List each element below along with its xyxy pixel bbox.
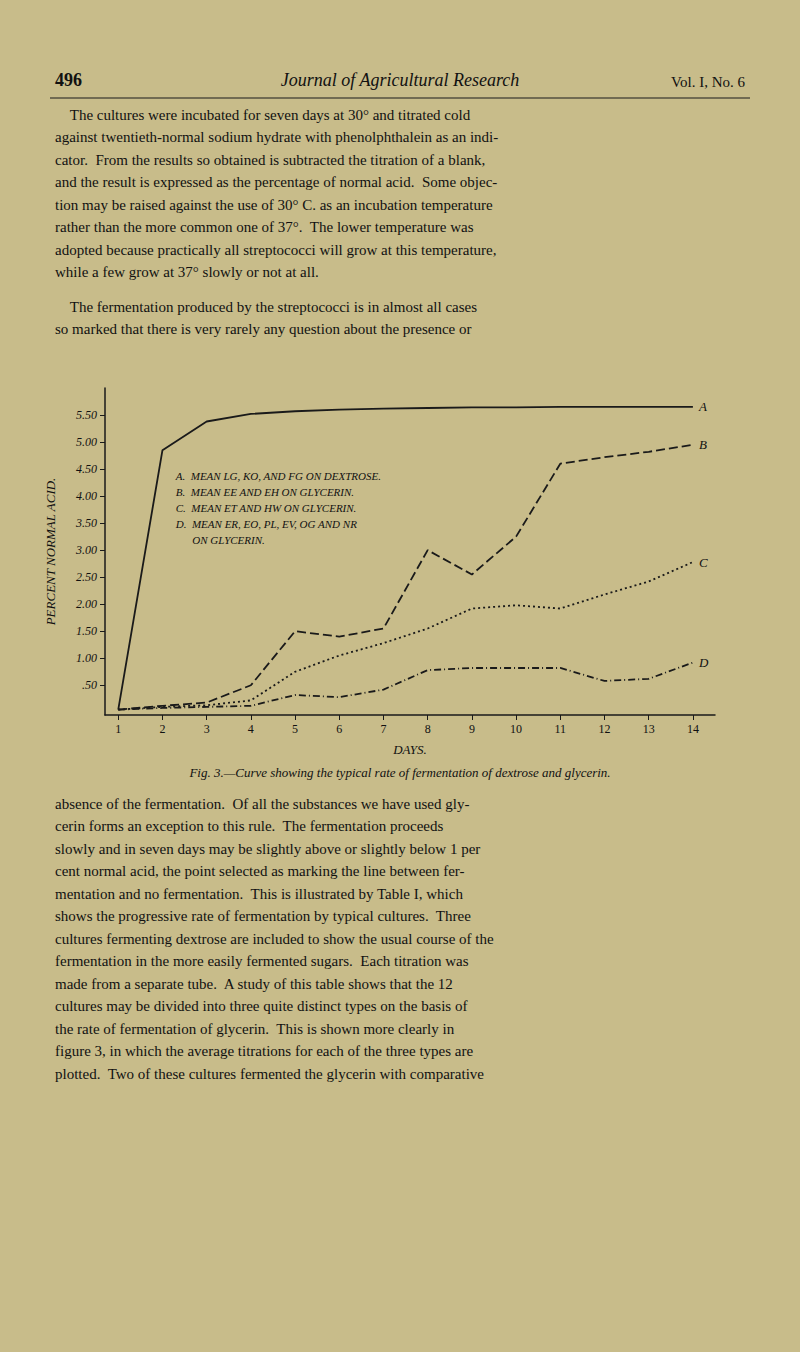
svg-text:PERCENT NORMAL ACID.: PERCENT NORMAL ACID. [43,478,58,627]
svg-text:10: 10 [510,722,522,736]
svg-text:mentation and no fermentation.: mentation and no fermentation. This is i… [55,886,463,902]
svg-text:so marked that there is very r: so marked that there is very rarely any … [55,321,472,337]
svg-text:1.00: 1.00 [76,651,97,665]
svg-text:slowly and in seven days may b: slowly and in seven days may be slightly… [55,841,480,857]
svg-text:rather than the more common on: rather than the more common one of 37°. … [55,219,474,235]
svg-text:The fermentation produced by t: The fermentation produced by the strepto… [55,299,477,315]
svg-text:2.50: 2.50 [76,570,97,584]
svg-text:7: 7 [380,722,386,736]
svg-text:2: 2 [159,722,165,736]
svg-text:Fig. 3.—Curve showing the typi: Fig. 3.—Curve showing the typical rate o… [188,765,610,780]
svg-text:A. MEAN LG, KO, AND FG ON DEX: A. MEAN LG, KO, AND FG ON DEXTROSE. [175,470,381,482]
svg-text:against twentieth-normal sodiu: against twentieth-normal sodium hydrate … [55,129,498,145]
svg-text:cultures may be divided into t: cultures may be divided into three quite… [55,998,467,1014]
svg-text:and the result is expressed as: and the result is expressed as the perce… [55,174,497,190]
svg-text:5.50: 5.50 [76,408,97,422]
svg-text:cator. From the results so ob: cator. From the results so obtained is s… [55,152,485,168]
svg-text:while a few grow at 37° slowly: while a few grow at 37° slowly or not at… [55,264,319,280]
svg-text:3.50: 3.50 [75,516,97,530]
svg-text:The cultures were incubated fo: The cultures were incubated for seven da… [55,107,471,123]
svg-text:4.00: 4.00 [76,489,97,503]
svg-text:11: 11 [555,722,567,736]
svg-text:cultures fermenting dextrose a: cultures fermenting dextrose are include… [55,931,494,947]
svg-text:Vol. I, No. 6: Vol. I, No. 6 [671,74,745,90]
svg-text:3.00: 3.00 [75,543,97,557]
svg-text:6: 6 [336,722,342,736]
svg-text:D: D [698,655,709,670]
svg-text:8: 8 [425,722,431,736]
svg-text:5: 5 [292,722,298,736]
svg-text:496: 496 [55,70,82,90]
svg-text:1: 1 [115,722,121,736]
svg-text:cent normal acid, the point se: cent normal acid, the point selected as … [55,863,465,879]
svg-text:A: A [698,399,707,414]
svg-text:.50: .50 [82,678,97,692]
svg-text:C. MEAN ET AND HW ON GLYCERIN: C. MEAN ET AND HW ON GLYCERIN. [176,502,357,514]
svg-text:ON GLYCERIN.: ON GLYCERIN. [176,534,265,546]
svg-text:tion may be raised against the: tion may be raised against the use of 30… [55,197,493,213]
svg-text:1.50: 1.50 [76,624,97,638]
svg-text:fermentation in the more easil: fermentation in the more easily fermente… [55,953,469,969]
svg-text:2.00: 2.00 [76,597,97,611]
svg-text:adopted because practically al: adopted because practically all streptoc… [55,242,497,258]
svg-text:absence of the fermentation.: absence of the fermentation. Of all the … [55,796,469,812]
svg-text:5.00: 5.00 [76,435,97,449]
svg-text:the rate of fermentation of gl: the rate of fermentation of glycerin. Th… [55,1021,455,1037]
svg-text:made from a separate tube. A: made from a separate tube. A study of th… [55,976,453,992]
svg-text:12: 12 [598,722,610,736]
svg-text:4: 4 [248,722,254,736]
svg-text:figure 3, in which the average: figure 3, in which the average titration… [55,1043,473,1059]
svg-text:C: C [699,555,708,570]
svg-text:shows the progressive rate of: shows the progressive rate of fermentati… [55,908,471,924]
svg-text:14: 14 [687,722,699,736]
svg-text:13: 13 [643,722,655,736]
svg-text:D. MEAN ER, EO, PL, EV, OG AN: D. MEAN ER, EO, PL, EV, OG AND NR [175,518,357,530]
svg-text:9: 9 [469,722,475,736]
svg-text:3: 3 [204,722,210,736]
svg-text:plotted. Two of these culture: plotted. Two of these cultures fermented… [55,1066,484,1082]
svg-text:DAYS.: DAYS. [392,742,427,757]
svg-text:B. MEAN EE AND EH ON GLYCERIN: B. MEAN EE AND EH ON GLYCERIN. [176,486,354,498]
svg-text:B: B [699,437,707,452]
svg-text:4.50: 4.50 [76,462,97,476]
svg-text:Journal of Agricultural Resear: Journal of Agricultural Research [281,70,519,90]
svg-text:cerin forms an exception to th: cerin forms an exception to this rule. T… [55,818,444,834]
